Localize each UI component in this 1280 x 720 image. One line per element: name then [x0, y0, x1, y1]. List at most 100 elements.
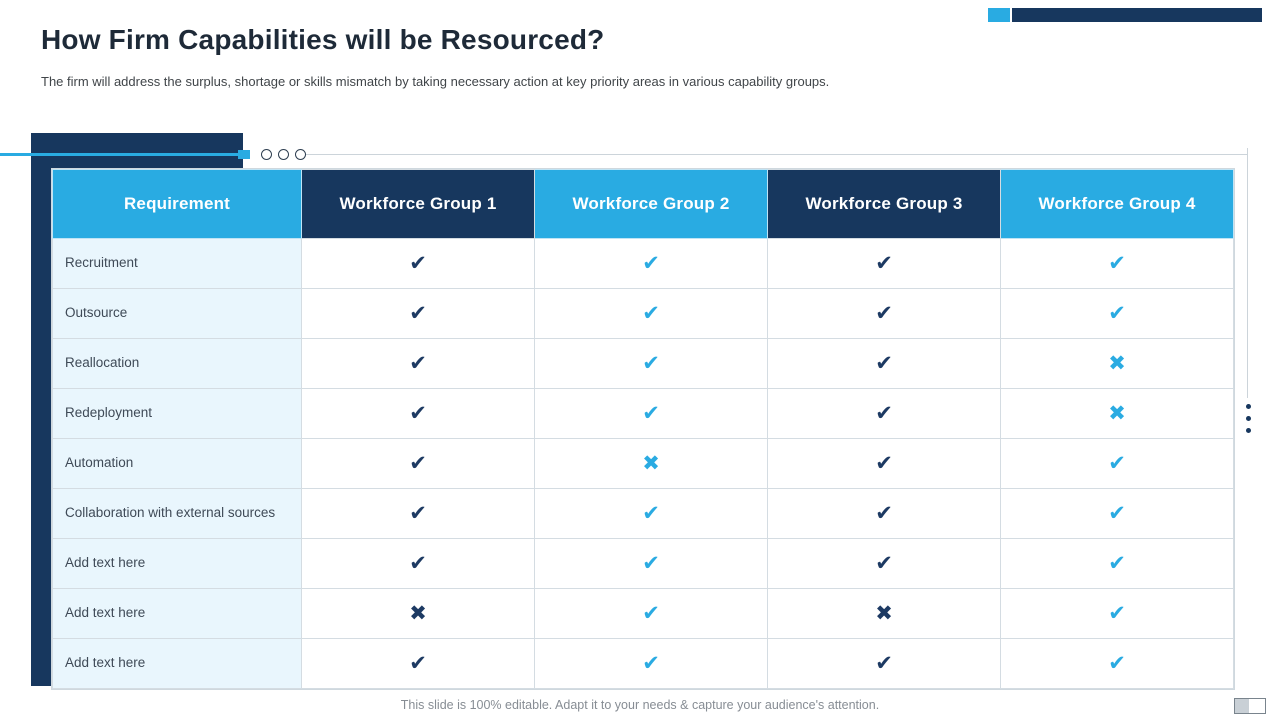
capability-table-container: Requirement Workforce Group 1 Workforce Gr…	[51, 168, 1235, 690]
check-icon: ✔	[642, 401, 660, 425]
check-icon: ✔	[1108, 501, 1126, 525]
table-row: Redeployment ✔ ✔ ✔ ✖	[52, 388, 1234, 439]
column-header: Requirement	[52, 169, 302, 239]
mark-cell: ✔	[1000, 438, 1234, 489]
table-row: Recruitment ✔ ✔ ✔ ✔	[52, 238, 1234, 289]
table-header-row: Requirement Workforce Group 1 Workforce Gr…	[52, 169, 1234, 239]
mark-cell: ✔	[301, 288, 535, 339]
check-icon: ✔	[875, 651, 893, 675]
check-icon: ✔	[875, 251, 893, 275]
column-header: Workforce Group 4	[1000, 169, 1234, 239]
row-label: Automation	[52, 438, 302, 489]
check-icon: ✔	[875, 401, 893, 425]
column-header: Workforce Group 1	[301, 169, 535, 239]
row-label: Add text here	[52, 638, 302, 689]
mark-cell: ✔	[1000, 588, 1234, 639]
mark-cell: ✔	[767, 638, 1001, 689]
mark-cell: ✔	[767, 538, 1001, 589]
row-label: Add text here	[52, 538, 302, 589]
top-right-navy-bar	[1012, 8, 1262, 22]
cross-icon: ✖	[1108, 351, 1126, 375]
circle-icon	[261, 149, 272, 160]
cross-icon: ✖	[875, 601, 893, 625]
table-row: Add text here ✔ ✔ ✔ ✔	[52, 638, 1234, 689]
check-icon: ✔	[642, 301, 660, 325]
check-icon: ✔	[409, 501, 427, 525]
check-icon: ✔	[875, 451, 893, 475]
row-label: Add text here	[52, 588, 302, 639]
row-label: Outsource	[52, 288, 302, 339]
table-row: Add text here ✖ ✔ ✖ ✔	[52, 588, 1234, 639]
mark-cell: ✔	[767, 288, 1001, 339]
vertical-dots-icon	[1246, 404, 1251, 440]
row-label: Recruitment	[52, 238, 302, 289]
check-icon: ✔	[409, 351, 427, 375]
mark-cell: ✔	[301, 638, 535, 689]
check-icon: ✔	[1108, 451, 1126, 475]
check-icon: ✔	[875, 301, 893, 325]
row-label: Collaboration with external sources	[52, 488, 302, 539]
mark-cell: ✔	[767, 388, 1001, 439]
table-row: Reallocation ✔ ✔ ✔ ✖	[52, 338, 1234, 389]
column-header: Workforce Group 3	[767, 169, 1001, 239]
horizontal-rule	[305, 154, 1247, 155]
check-icon: ✔	[642, 551, 660, 575]
row-label: Redeployment	[52, 388, 302, 439]
check-icon: ✔	[875, 501, 893, 525]
circle-icon	[278, 149, 289, 160]
mark-cell: ✔	[301, 338, 535, 389]
mark-cell: ✖	[1000, 388, 1234, 439]
cross-icon: ✖	[642, 451, 660, 475]
mark-cell: ✔	[534, 338, 768, 389]
footer-note: This slide is 100% editable. Adapt it to…	[400, 698, 880, 712]
mark-cell: ✔	[301, 238, 535, 289]
mark-cell: ✔	[534, 388, 768, 439]
column-header: Workforce Group 2	[534, 169, 768, 239]
cyan-underline	[0, 153, 238, 156]
check-icon: ✔	[642, 501, 660, 525]
mark-cell: ✔	[534, 538, 768, 589]
mark-cell: ✔	[534, 638, 768, 689]
check-icon: ✔	[409, 651, 427, 675]
mark-cell: ✔	[767, 488, 1001, 539]
page-title: How Firm Capabilities will be Resourced?	[41, 24, 605, 55]
mark-cell: ✔	[534, 238, 768, 289]
check-icon: ✔	[409, 451, 427, 475]
check-icon: ✔	[875, 551, 893, 575]
mark-cell: ✖	[767, 588, 1001, 639]
mark-cell: ✔	[301, 488, 535, 539]
mark-cell: ✔	[534, 488, 768, 539]
check-icon: ✔	[642, 251, 660, 275]
mark-cell: ✔	[301, 438, 535, 489]
check-icon: ✔	[409, 301, 427, 325]
mark-cell: ✔	[534, 588, 768, 639]
check-icon: ✔	[1108, 301, 1126, 325]
table-row: Collaboration with external sources ✔ ✔ ✔ ✔	[52, 488, 1234, 539]
mark-cell: ✖	[534, 438, 768, 489]
top-right-cyan-bar	[988, 8, 1010, 22]
mark-cell: ✔	[1000, 638, 1234, 689]
mark-cell: ✔	[767, 438, 1001, 489]
mark-cell: ✔	[301, 388, 535, 439]
row-label: Reallocation	[52, 338, 302, 389]
capability-table: Requirement Workforce Group 1 Workforce Gr…	[52, 169, 1234, 689]
mark-cell: ✔	[534, 288, 768, 339]
mark-cell: ✖	[301, 588, 535, 639]
mark-cell: ✔	[1000, 238, 1234, 289]
cross-icon: ✖	[409, 601, 427, 625]
check-icon: ✔	[1108, 551, 1126, 575]
bottom-right-box	[1234, 698, 1266, 714]
mark-cell: ✔	[1000, 288, 1234, 339]
vertical-rule	[1247, 148, 1248, 398]
circle-icon	[295, 149, 306, 160]
mark-cell: ✔	[1000, 488, 1234, 539]
table-row: Automation ✔ ✖ ✔ ✔	[52, 438, 1234, 489]
check-icon: ✔	[409, 401, 427, 425]
check-icon: ✔	[1108, 651, 1126, 675]
page-subtitle: The firm will address the surplus, short…	[41, 74, 830, 89]
check-icon: ✔	[409, 251, 427, 275]
mark-cell: ✔	[301, 538, 535, 589]
mark-cell: ✔	[1000, 538, 1234, 589]
check-icon: ✔	[875, 351, 893, 375]
